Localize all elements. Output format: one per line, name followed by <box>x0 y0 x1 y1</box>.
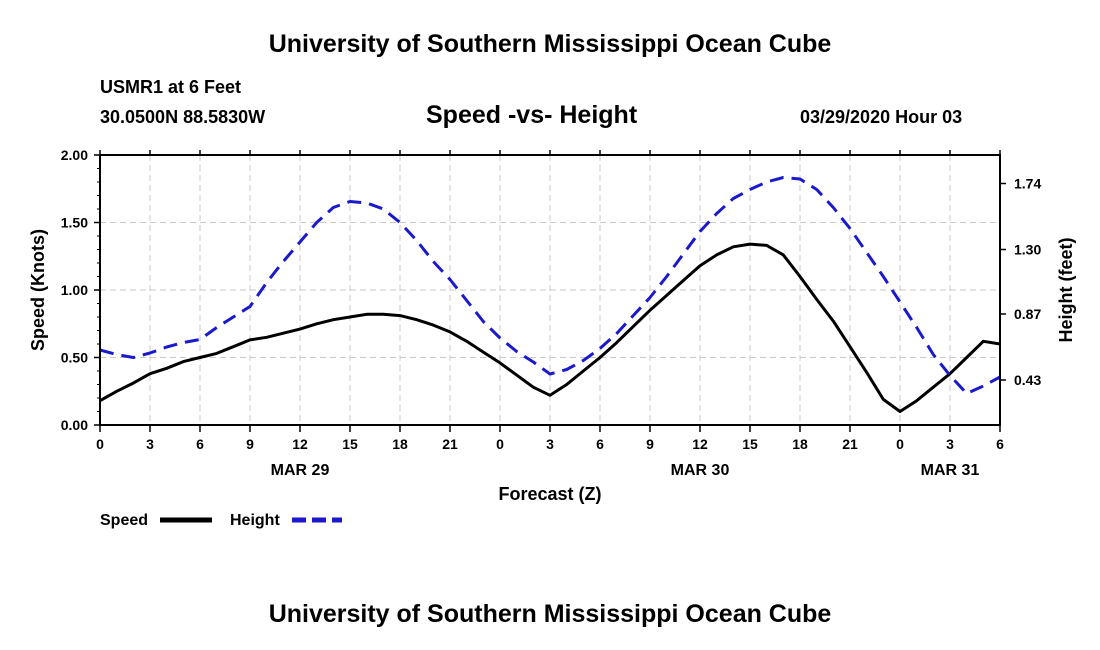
chart-title: Speed -vs- Height <box>426 101 638 129</box>
x-tick-label: 6 <box>596 436 604 452</box>
x-tick-label: 12 <box>292 436 308 452</box>
y-left-tick-label: 2.00 <box>61 147 88 163</box>
page-title: University of Southern Mississippi Ocean… <box>268 30 832 58</box>
speed-series-line <box>99 242 1001 413</box>
x-tick-label: 15 <box>742 436 758 452</box>
day-label: MAR 31 <box>921 462 980 479</box>
y-axis-left-label: Speed (Knots) <box>28 229 48 351</box>
y-left-tick-label: 1.50 <box>61 215 88 231</box>
axis-labels: 0 3 6 9 12 15 18 21 0 3 6 9 12 15 18 21 0 3 6 0.00 0.50 1.00 1… <box>28 147 1076 504</box>
legend-label-height: Height <box>230 512 280 529</box>
y-right-tick-label: 0.43 <box>1014 372 1041 388</box>
x-tick-label: 15 <box>342 436 358 452</box>
x-tick-label: 6 <box>196 436 204 452</box>
x-tick-label: 12 <box>692 436 708 452</box>
y-left-tick-label: 0.50 <box>61 350 88 366</box>
y-left-tick-label: 1.00 <box>61 282 88 298</box>
x-tick-label: 0 <box>496 436 504 452</box>
x-tick-label: 3 <box>546 436 554 452</box>
x-tick-label: 0 <box>896 436 904 452</box>
y-left-tick-label: 0.00 <box>61 417 88 433</box>
footer-title: University of Southern Mississippi Ocean… <box>268 600 832 628</box>
x-tick-label: 21 <box>842 436 858 452</box>
day-label: MAR 29 <box>271 462 330 479</box>
x-axis-label: Forecast (Z) <box>498 484 601 504</box>
y-right-tick-label: 1.74 <box>1014 176 1041 192</box>
datetime-label: 03/29/2020 Hour 03 <box>800 107 963 127</box>
coordinates-label: 30.0500N 88.5830W <box>100 107 266 127</box>
x-tick-label: 3 <box>946 436 954 452</box>
x-tick-label: 18 <box>392 436 408 452</box>
x-tick-label: 9 <box>246 436 254 452</box>
x-tick-label: 0 <box>96 436 104 452</box>
legend-label-speed: Speed <box>100 512 148 529</box>
y-right-tick-label: 1.30 <box>1014 242 1041 258</box>
x-tick-label: 18 <box>792 436 808 452</box>
height-series-line <box>99 176 1001 395</box>
x-tick-label: 21 <box>442 436 458 452</box>
y-right-tick-label: 0.87 <box>1014 306 1041 322</box>
x-tick-label: 9 <box>646 436 654 452</box>
axis-ticks <box>94 150 1006 432</box>
x-tick-label: 6 <box>996 436 1004 452</box>
station-label: USMR1 at 6 Feet <box>100 77 242 97</box>
x-tick-label: 3 <box>146 436 154 452</box>
y-axis-right-label: Height (feet) <box>1056 238 1076 343</box>
grid <box>100 155 1000 425</box>
legend: Speed Height <box>100 512 342 529</box>
day-label: MAR 30 <box>671 462 730 479</box>
series-lines <box>99 176 1001 413</box>
